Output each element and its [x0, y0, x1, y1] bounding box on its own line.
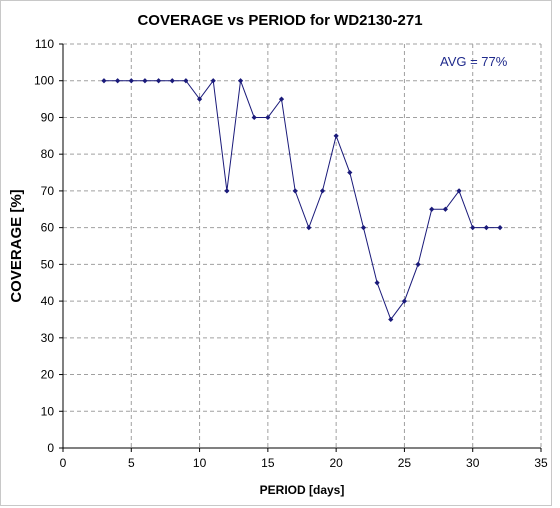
y-tick-label: 80 — [41, 147, 55, 161]
x-tick-label: 10 — [193, 456, 207, 470]
data-point-marker — [470, 225, 476, 231]
data-point-marker — [278, 96, 285, 102]
y-tick-label: 10 — [41, 404, 55, 418]
data-point-marker — [196, 96, 203, 102]
x-axis-title: PERIOD [days] — [260, 483, 345, 497]
data-point-marker — [333, 133, 339, 139]
data-point-marker — [347, 169, 353, 176]
data-point-marker — [429, 206, 435, 212]
data-point-marker — [360, 225, 367, 231]
data-point-marker — [442, 206, 448, 212]
x-tick-label: 30 — [466, 456, 480, 470]
data-point-marker — [183, 78, 189, 84]
axes: 0 10 20 30 40 50 60 70 80 90 100 110 0 5 10 15 20 25 30 35 — [34, 37, 548, 470]
x-tick-label: 35 — [534, 456, 548, 470]
data-point-marker — [497, 225, 503, 231]
chart-title: COVERAGE vs PERIOD for WD2130-271 — [137, 12, 422, 29]
data-point-marker — [415, 261, 421, 267]
data-point-marker — [156, 78, 162, 84]
average-annotation: AVG = 77% — [440, 54, 508, 69]
data-point-marker — [101, 78, 107, 84]
data-series — [101, 78, 503, 323]
data-point-marker — [210, 78, 216, 84]
data-point-marker — [128, 78, 134, 84]
y-tick-label: 20 — [41, 368, 55, 382]
data-point-marker — [319, 188, 326, 194]
y-tick-label: 90 — [41, 110, 55, 124]
y-tick-label: 110 — [35, 37, 54, 51]
data-point-marker — [306, 225, 312, 231]
data-point-marker — [374, 280, 380, 286]
y-tick-label: 70 — [41, 184, 55, 198]
data-point-marker — [115, 78, 121, 84]
y-tick-label: 0 — [47, 441, 54, 455]
x-tick-label: 20 — [329, 456, 343, 470]
data-point-marker — [251, 114, 257, 121]
data-point-marker — [401, 298, 408, 304]
y-tick-label: 30 — [41, 331, 55, 345]
y-tick-label: 60 — [41, 221, 55, 235]
data-point-marker — [169, 78, 175, 84]
data-point-marker — [292, 188, 298, 194]
data-point-marker — [456, 188, 462, 194]
data-point-marker — [388, 316, 394, 323]
data-point-marker — [483, 225, 489, 231]
y-tick-label: 100 — [34, 74, 54, 88]
x-tick-label: 25 — [398, 456, 412, 470]
y-tick-label: 40 — [41, 294, 55, 308]
series-line — [103, 79, 501, 321]
x-tick-label: 5 — [128, 456, 135, 470]
data-point-marker — [265, 114, 271, 121]
y-axis-title: COVERAGE [%] — [8, 189, 25, 302]
data-point-marker — [224, 188, 230, 194]
data-point-marker — [237, 78, 244, 84]
x-tick-label: 15 — [261, 456, 275, 470]
x-tick-label: 0 — [60, 456, 67, 470]
grid-lines — [63, 43, 542, 448]
y-tick-label: 50 — [41, 257, 55, 271]
data-point-marker — [142, 78, 148, 84]
